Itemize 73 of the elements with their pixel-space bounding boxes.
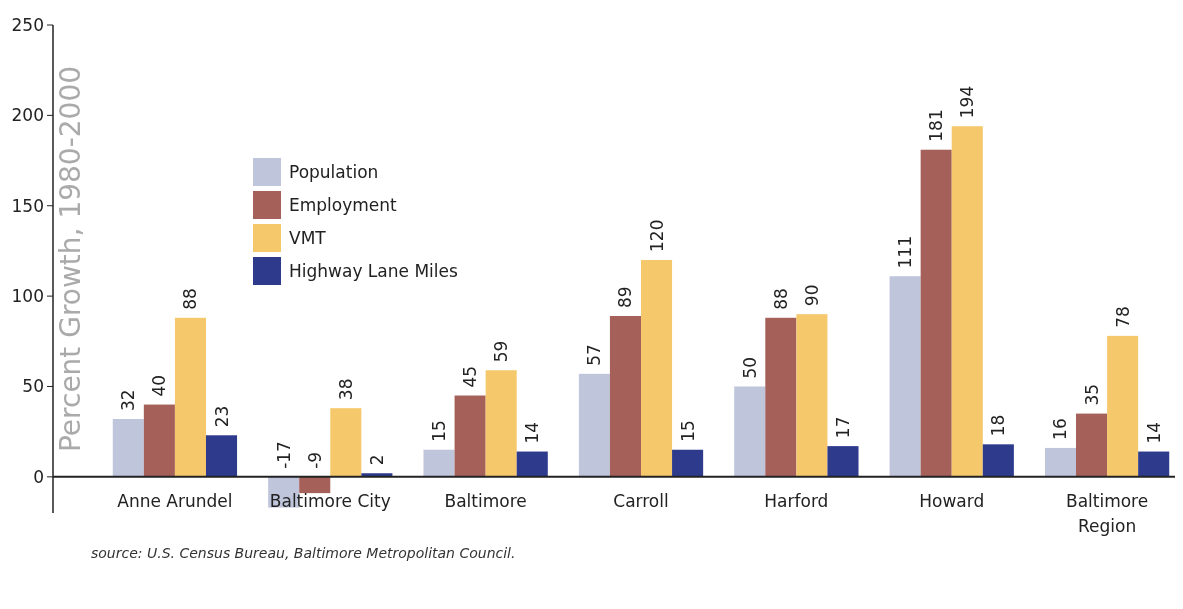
- bar: [734, 386, 766, 477]
- data-label: 59: [491, 340, 512, 363]
- legend-label: VMT: [289, 227, 327, 248]
- data-label: -9: [304, 451, 325, 469]
- data-label: 181: [926, 109, 947, 142]
- bar: [641, 259, 673, 477]
- data-label: 78: [1112, 306, 1133, 328]
- y-tick-label: 250: [11, 14, 44, 35]
- data-label: 15: [677, 420, 698, 442]
- bar: [112, 419, 144, 477]
- data-label: 23: [211, 405, 232, 428]
- y-tick-label: 100: [11, 286, 44, 307]
- source-note: source: U.S. Census Bureau, Baltimore Metropolitan Council.: [91, 545, 516, 561]
- bar: [174, 317, 206, 477]
- bar: [1107, 335, 1139, 477]
- bar: [299, 476, 331, 494]
- data-label: -17: [273, 441, 294, 469]
- data-label: 14: [1143, 421, 1164, 444]
- bar: [982, 444, 1014, 477]
- data-label: 15: [429, 420, 450, 442]
- bar: [516, 451, 548, 477]
- data-label: 88: [180, 288, 201, 310]
- bar: [889, 276, 921, 477]
- bar: [672, 449, 704, 477]
- x-tick-label: Carroll: [613, 490, 669, 511]
- data-label: 194: [957, 85, 978, 119]
- x-tick-label: Baltimore Region: [1065, 490, 1149, 536]
- data-label: 35: [1081, 383, 1102, 406]
- bar: [330, 408, 362, 477]
- legend-label: Highway Lane Miles: [289, 260, 458, 281]
- bar: [485, 370, 517, 477]
- bar: [951, 126, 983, 477]
- data-label: 57: [584, 344, 605, 366]
- bar: [1138, 451, 1170, 477]
- data-label: 18: [988, 414, 1009, 437]
- x-tick-label: Baltimore: [444, 490, 527, 511]
- y-tick-label: 0: [33, 466, 44, 487]
- data-label: 2: [366, 454, 387, 466]
- data-label: 120: [646, 219, 667, 252]
- bar: [827, 446, 859, 477]
- data-label: 88: [770, 288, 791, 310]
- bar: [609, 315, 641, 477]
- y-axis-title: Percent Growth, 1980-2000: [54, 65, 87, 453]
- bar: [796, 314, 828, 477]
- x-tick-label: Anne Arundel: [117, 490, 233, 511]
- y-tick-label: 50: [22, 376, 44, 397]
- bar: [454, 395, 486, 477]
- data-label: 45: [460, 365, 481, 388]
- y-tick-label: 200: [11, 105, 44, 126]
- data-label: 50: [739, 356, 760, 379]
- bar: [1076, 413, 1108, 477]
- data-label: 14: [522, 421, 543, 444]
- y-tick-label: 150: [11, 195, 44, 216]
- data-label: 40: [149, 374, 170, 397]
- data-label: 90: [801, 284, 822, 307]
- bar: [578, 373, 610, 477]
- data-label: 32: [118, 389, 139, 412]
- bar: [205, 435, 238, 477]
- bar: [143, 404, 175, 477]
- data-label: 111: [895, 235, 916, 269]
- x-tick-label: Howard: [919, 490, 985, 511]
- bar: [423, 449, 455, 477]
- x-tick-label: Harford: [764, 490, 829, 511]
- bar: [1044, 447, 1077, 477]
- bar: [920, 149, 952, 477]
- data-label: 38: [335, 378, 356, 401]
- data-label: 16: [1050, 418, 1071, 440]
- data-label: 17: [832, 416, 853, 439]
- legend-label: Population: [289, 161, 379, 182]
- legend-label: Employment: [289, 194, 398, 215]
- x-tick-label: Baltimore City: [269, 490, 391, 511]
- data-label: 89: [615, 286, 636, 308]
- bar: [765, 317, 797, 477]
